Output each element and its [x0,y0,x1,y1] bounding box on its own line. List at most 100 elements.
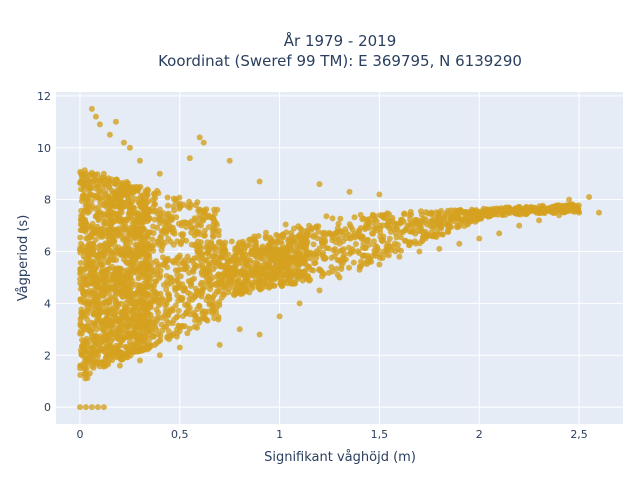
scatter-point [220,290,227,297]
scatter-point [199,289,206,296]
scatter-point [108,285,115,292]
scatter-point [117,342,124,349]
scatter-point [137,253,144,260]
scatter-point [98,347,105,354]
scatter-point [106,131,113,138]
scatter-point [124,332,131,339]
scatter-point [81,360,87,367]
scatter-point [98,262,105,269]
scatter-point [78,207,85,214]
scatter-point [224,281,231,288]
scatter-point [443,221,450,228]
scatter-point [97,242,104,249]
scatter-point [189,296,196,303]
scatter-point [159,327,166,334]
scatter-point [77,269,84,276]
scatter-point [175,267,182,274]
scatter-point [98,306,105,313]
x-axis-ticks: 0 0,5 1 1,5 2 2,5 [76,428,587,441]
scatter-point [235,277,242,284]
scatter-point [209,295,216,302]
scatter-point [407,216,414,223]
scatter-point [179,232,186,239]
scatter-point [120,281,127,288]
scatter-point [120,139,127,146]
scatter-point [82,207,89,214]
scatter-point [187,291,194,298]
scatter-point [161,301,168,308]
scatter-point [386,225,393,232]
scatter-point [108,322,115,329]
scatter-point [92,236,99,243]
scatter-point [310,241,317,248]
scatter-point [100,225,106,232]
scatter-point [256,331,263,338]
scatter-point [103,243,110,250]
scatter-point [77,372,84,378]
scatter-point [249,247,256,254]
scatter-point [188,280,195,287]
scatter-point [120,293,127,300]
scatter-point [305,274,312,281]
scatter-point [236,239,243,246]
scatter-point [129,311,136,318]
scatter-point [316,245,323,252]
scatter-point [89,220,96,227]
scatter-point [456,210,463,217]
scatter-point [149,196,156,203]
scatter-point [172,287,179,294]
scatter-point [112,195,119,202]
scatter-point [138,296,145,303]
scatter-point [288,230,295,236]
scatter-point [199,255,206,262]
scatter-point [481,211,488,217]
scatter-point [83,335,90,342]
scatter-point [441,215,448,222]
scatter-point [308,226,315,233]
scatter-point [78,282,85,289]
x-tick-label: 1,5 [371,428,389,441]
scatter-point [215,314,222,320]
scatter-point [77,221,84,228]
scatter-point [475,211,482,218]
scatter-point [279,272,286,279]
scatter-point [165,328,172,335]
scatter-point [210,233,217,240]
scatter-point [224,258,231,265]
scatter-point [276,313,283,320]
scatter-point [299,277,306,284]
scatter-point [145,311,152,318]
scatter-point [177,203,184,210]
scatter-point [191,275,197,282]
scatter-point [406,228,413,235]
scatter-point [391,226,397,233]
scatter-point [142,195,149,202]
scatter-point [362,245,369,252]
scatter-point [120,256,127,263]
scatter-point [433,209,440,216]
scatter-point [186,198,193,205]
scatter-point [77,247,83,253]
scatter-point [124,245,131,252]
scatter-point [101,334,108,341]
scatter-point [398,247,404,254]
scatter-point [154,316,161,323]
scatter-point [78,306,85,313]
scatter-point [204,249,211,256]
scatter-point [575,202,582,209]
scatter-point [77,296,84,303]
scatter-point [120,222,127,229]
scatter-point [311,232,318,239]
scatter-point [418,208,424,215]
scatter-point [576,209,583,216]
scatter-point [128,297,135,304]
scatter-point [169,305,176,312]
scatter-point [137,325,144,332]
scatter-point [149,236,156,243]
scatter-point [125,229,131,236]
scatter-point [171,207,178,214]
scatter-point [205,269,211,276]
scatter-point [515,204,522,211]
scatter-point [126,252,133,258]
scatter-point [194,221,201,228]
